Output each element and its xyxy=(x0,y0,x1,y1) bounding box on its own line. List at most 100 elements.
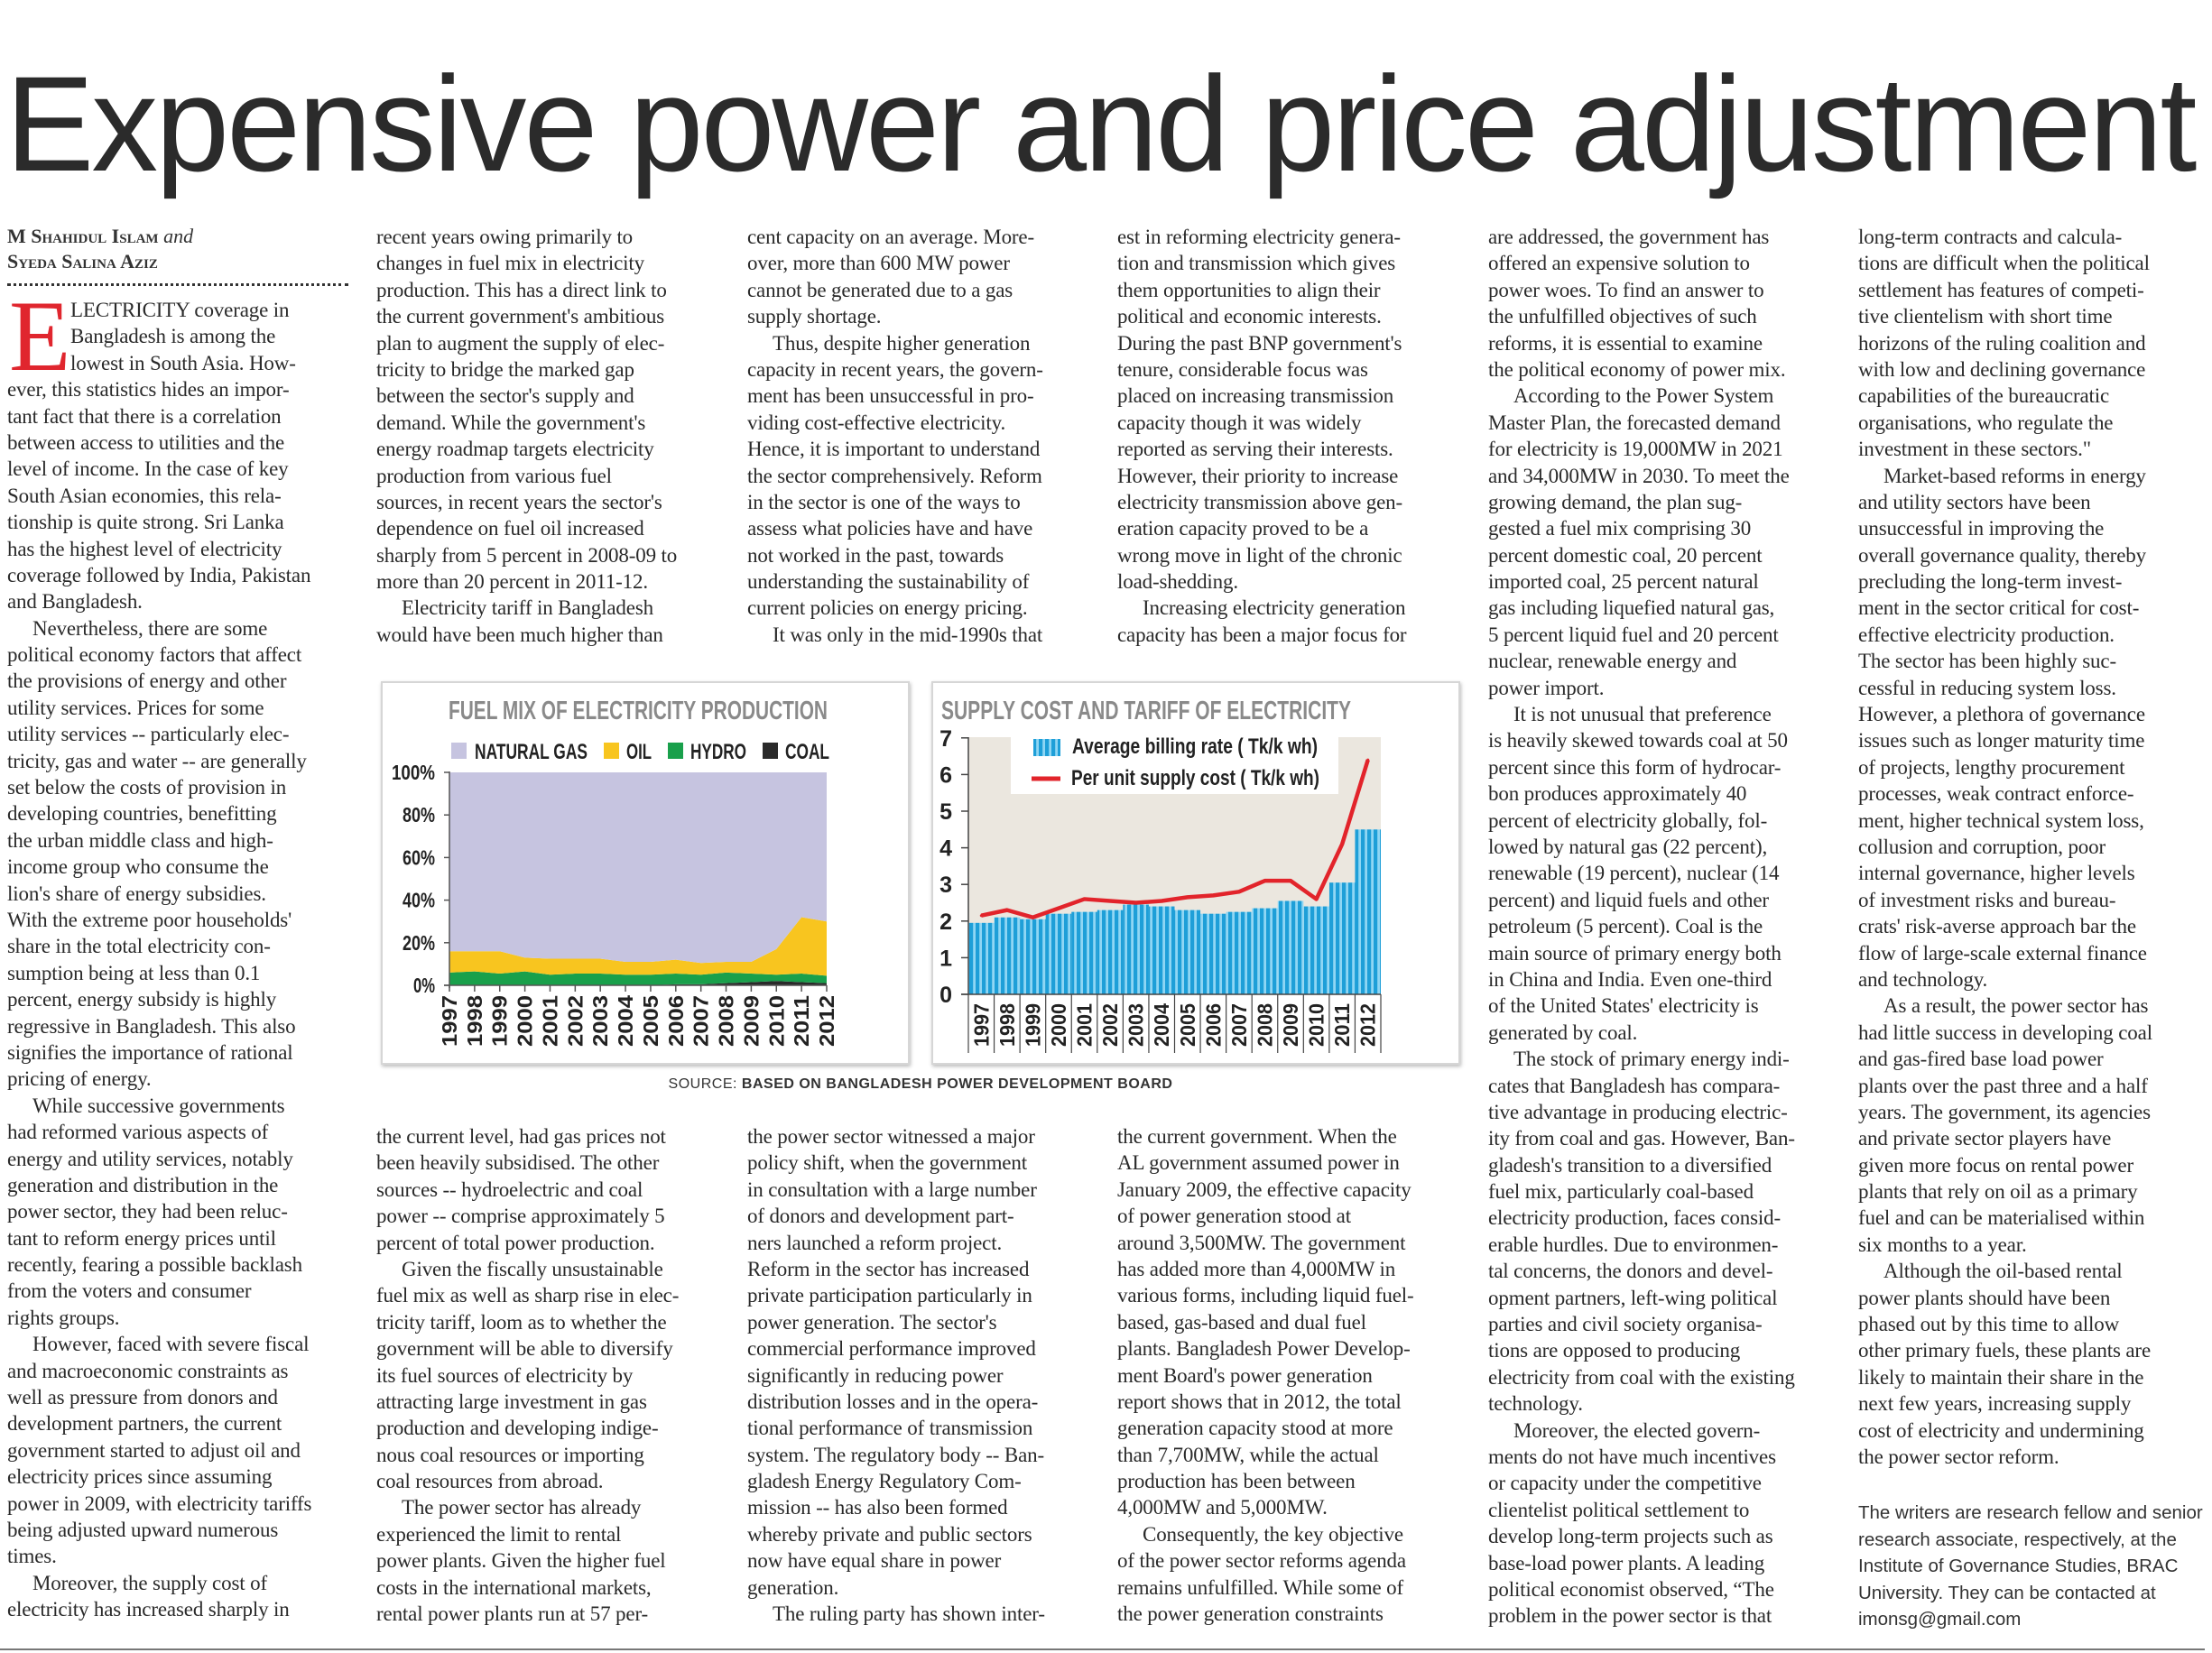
footnote-email[interactable]: imonsg@gmail.com xyxy=(1858,1609,2022,1630)
text-line: fuel mix, particularly coal-based xyxy=(1488,1180,1754,1204)
text-line: During the past BNP government's xyxy=(1117,331,1402,355)
y-tick-label: 0 xyxy=(939,983,952,1008)
text-line: parties and civil society organisa- xyxy=(1488,1313,1763,1336)
text-line: plan to augment the supply of elec- xyxy=(376,331,665,355)
text-line: of the United States' electricity is xyxy=(1488,994,1759,1018)
paragraph: The power sector has already experienced … xyxy=(376,1494,721,1627)
text-line: Although the oil-based rental xyxy=(1883,1260,2123,1283)
text-line: coal resources from abroad. xyxy=(376,1470,604,1493)
paragraph: the power sector witnessed a major policy… xyxy=(747,1123,1092,1601)
text-line: around 3,500MW. The government xyxy=(1117,1231,1406,1254)
text-line: costs in the international markets, xyxy=(376,1575,652,1599)
paragraph: However, faced with severe fiscal and mac… xyxy=(7,1331,352,1570)
text-line: system. The regulatory body -- Ban- xyxy=(747,1443,1045,1466)
text-line: tion and transmission which gives xyxy=(1117,252,1396,275)
supply-cost-point xyxy=(1108,899,1112,902)
article-column-1: M Shahidul Islam and Syeda Salina Aziz E… xyxy=(7,224,352,1623)
supply-cost-point xyxy=(1315,897,1319,900)
legend-label: NATURAL GAS xyxy=(475,740,588,764)
x-tick-label: 2001 xyxy=(1073,1003,1097,1047)
text-line: power woes. To find an answer to xyxy=(1488,278,1764,301)
paragraph: Market-based reforms in energy and utilit… xyxy=(1858,463,2203,993)
text-line: energy roadmap targets electricity xyxy=(376,438,654,461)
billing-rate-bar xyxy=(1355,829,1381,994)
text-line: are addressed, the government has xyxy=(1488,226,1770,248)
text-line: January 2009, the effective capacity xyxy=(1117,1177,1411,1201)
paragraph: est in reforming electricity genera-tion… xyxy=(1117,224,1462,595)
text-line: set below the costs of provision in xyxy=(7,776,287,799)
text-line: generated by coal. xyxy=(1488,1020,1638,1044)
text-line: bon produces approximately 40 xyxy=(1488,782,1747,806)
y-tick-label: 40% xyxy=(403,889,435,912)
text-line: had little success in developing coal xyxy=(1858,1020,2152,1044)
text-line: unsuccessful in improving the xyxy=(1858,517,2105,540)
text-line: is heavily skewed towards coal at 50 xyxy=(1488,729,1788,753)
paragraph: are addressed, the government has offered… xyxy=(1488,224,1833,383)
text-line: of donors and development part- xyxy=(747,1205,1014,1228)
text-line: electricity transmission above gen- xyxy=(1117,490,1403,513)
y-tick-label: 100% xyxy=(392,761,435,784)
text-line: current policies on energy pricing. xyxy=(747,596,1028,620)
y-tick-label: 5 xyxy=(939,799,952,825)
chart-title: SUPPLY COST AND TARIFF OF ELECTRICITY xyxy=(941,697,1351,725)
text-line: tions are opposed to producing xyxy=(1488,1339,1741,1362)
area-hydro xyxy=(449,971,827,985)
text-line: utility services. Prices for some xyxy=(7,696,264,719)
text-line: percent) and liquid fuels and other xyxy=(1488,888,1769,911)
paragraph: Consequently, the key objective of the po… xyxy=(1117,1521,1462,1628)
text-line: report shows that in 2012, the total xyxy=(1117,1390,1402,1413)
y-tick-label: 80% xyxy=(403,803,435,826)
text-line: tricity, gas and water -- are generally xyxy=(7,749,307,772)
text-line: generation and distribution in the xyxy=(7,1173,279,1196)
text-line: eration capacity proved to be a xyxy=(1117,517,1369,540)
paragraph: Although the oil-based rental power plant… xyxy=(1858,1258,2203,1470)
x-tick-label: 1999 xyxy=(488,995,512,1047)
text-line: and private sector players have xyxy=(1858,1127,2112,1150)
text-line: tionship is quite strong. Sri Lanka xyxy=(7,511,284,534)
supply-cost-point xyxy=(1057,907,1060,910)
y-tick-label: 6 xyxy=(939,762,952,788)
article-column-2-bottom: the current level, had gas prices not bee… xyxy=(376,1123,721,1627)
text-line: tenure, considerable focus was xyxy=(1117,357,1368,381)
billing-rate-bar xyxy=(1174,910,1201,994)
paragraph: Nevertheless, there are some political ec… xyxy=(7,615,352,1093)
text-line: power in 2009, with electricity tariffs xyxy=(7,1491,312,1515)
text-line: cannot be generated due to a gas xyxy=(747,278,1013,301)
text-line: between the sector's supply and xyxy=(376,384,634,408)
text-line: commercial performance improved xyxy=(747,1337,1036,1361)
text-line: the power generation constraints xyxy=(1117,1602,1384,1626)
text-line: now have equal share in power xyxy=(747,1549,1002,1573)
billing-rate-bar xyxy=(1252,908,1278,994)
text-line: than 7,700MW, while the actual xyxy=(1117,1443,1379,1466)
text-line: and Bangladesh. xyxy=(7,590,143,614)
x-tick-label: 2002 xyxy=(563,995,587,1047)
paragraph: recent years owing primarily to changes i… xyxy=(376,224,721,595)
y-tick-label: 3 xyxy=(939,873,952,898)
text-line: It is not unusual that preference xyxy=(1513,703,1772,726)
text-line: the current government's ambitious xyxy=(376,305,665,328)
footnote-line: The writers are research fellow and seni… xyxy=(1858,1502,2203,1523)
text-line: ever, this statistics hides an impor- xyxy=(7,378,290,402)
text-line: in consultation with a large number xyxy=(747,1177,1037,1201)
text-line: Nevertheless, there are some xyxy=(32,616,268,640)
x-tick-label: 2000 xyxy=(514,995,537,1047)
x-tick-label: 2001 xyxy=(538,995,561,1047)
text-line: Increasing electricity generation xyxy=(1143,596,1406,620)
supply-cost-chart: SUPPLY COST AND TARIFF OF ELECTRICITY Ave… xyxy=(931,681,1460,1065)
text-line: organisations, who regulate the xyxy=(1858,411,2114,434)
drop-cap: E xyxy=(9,281,71,392)
text-line: based, gas-based and dual fuel xyxy=(1117,1310,1366,1334)
page-bottom-rule xyxy=(0,1648,2205,1650)
text-line: electricity prices since assuming xyxy=(7,1465,273,1489)
billing-rate-bar xyxy=(1020,919,1046,994)
text-line: The power sector has already xyxy=(402,1496,642,1519)
author-footnote: The writers are research fellow and seni… xyxy=(1858,1500,2206,1633)
paragraph: Electricity tariff in Bangladesh would ha… xyxy=(376,595,721,648)
text-line: reported as serving their interests. xyxy=(1117,438,1393,461)
text-line: ment in the sector critical for cost- xyxy=(1858,596,2140,620)
text-line: the sector comprehensively. Reform xyxy=(747,464,1042,487)
x-tick-label: 2005 xyxy=(639,995,662,1047)
text-line: plants that rely on oil as a primary xyxy=(1858,1180,2138,1204)
legend-swatch-billing-rate xyxy=(1033,739,1060,756)
text-line: The stock of primary energy indi- xyxy=(1513,1048,1790,1071)
